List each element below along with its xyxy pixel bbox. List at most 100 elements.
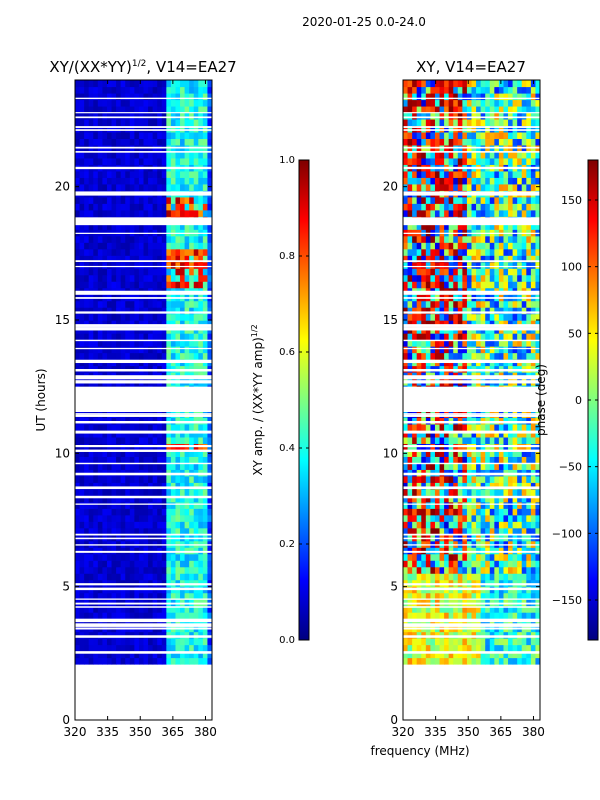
amplitude-cell <box>207 242 212 250</box>
amplitude-cell <box>138 352 145 360</box>
amplitude-cell <box>198 157 204 165</box>
phase-cell <box>494 352 500 360</box>
amplitude-cell <box>198 365 204 373</box>
amplitude-cell <box>88 248 94 256</box>
amplitude-cell <box>138 183 145 191</box>
amplitude-cell <box>111 644 117 652</box>
amplitude-cell <box>207 456 212 464</box>
phase-cell <box>530 313 537 321</box>
amplitude-cell <box>116 112 122 120</box>
amplitude-cell <box>198 436 204 444</box>
amplitude-cell <box>106 527 113 535</box>
amplitude-flagged-row <box>75 222 212 226</box>
phase-cell <box>508 501 514 509</box>
phase-cell <box>494 521 500 529</box>
amplitude-cell <box>184 99 190 107</box>
phase-cell <box>512 365 518 373</box>
phase-cell <box>466 475 473 483</box>
phase-cell <box>453 475 459 483</box>
phase-cell <box>403 423 409 431</box>
amplitude-cell <box>184 495 190 503</box>
amplitude-cell <box>198 86 204 94</box>
phase-cell <box>416 430 422 438</box>
amplitude-cell <box>116 352 122 360</box>
amplitude-cell <box>157 80 163 88</box>
phase-cell <box>444 456 450 464</box>
amplitude-cell <box>97 566 103 574</box>
phase-cell <box>480 527 486 535</box>
phase-cell <box>512 333 518 341</box>
amplitude-cell <box>202 313 209 321</box>
amplitude-cell <box>102 170 108 178</box>
amplitude-cell <box>161 605 167 613</box>
amplitude-cell <box>138 196 145 204</box>
amplitude-cell <box>97 462 103 470</box>
phase-cell <box>512 222 518 230</box>
amplitude-cell <box>202 612 209 620</box>
amplitude-cell <box>143 657 149 665</box>
phase-cell <box>444 605 450 613</box>
phase-cell <box>439 436 445 444</box>
amplitude-cell <box>189 235 195 243</box>
amplitude-cell <box>202 501 209 509</box>
phase-cell <box>425 274 431 282</box>
phase-cell <box>412 547 418 555</box>
amplitude-cell <box>93 203 99 211</box>
phase-cell <box>416 346 422 354</box>
amplitude-cell <box>189 177 195 185</box>
phase-cell <box>425 553 431 561</box>
phase-cell <box>471 313 477 321</box>
phase-cell <box>471 514 477 522</box>
phase-cell <box>526 365 532 373</box>
phase-cell <box>430 196 436 204</box>
phase-cell <box>508 495 514 503</box>
amplitude-cell <box>93 566 99 574</box>
phase-cell <box>535 222 540 230</box>
phase-cell <box>407 203 413 211</box>
phase-cell <box>403 281 409 289</box>
amplitude-cell <box>207 436 212 444</box>
amplitude-cell <box>143 475 149 483</box>
phase-cell <box>480 566 486 574</box>
phase-cell <box>444 547 450 555</box>
phase-cell <box>425 527 431 535</box>
amplitude-cell <box>207 333 212 341</box>
amplitude-cell <box>79 547 85 555</box>
phase-cell <box>407 242 413 250</box>
amplitude-cell <box>180 138 186 146</box>
phase-cell <box>508 456 514 464</box>
amplitude-cell <box>175 261 181 269</box>
phase-cell <box>480 612 486 620</box>
phase-cell <box>480 495 486 503</box>
phase-cell <box>444 320 450 328</box>
amplitude-cell <box>125 430 131 438</box>
amplitude-cell <box>102 553 108 561</box>
amplitude-cell <box>138 131 145 139</box>
amplitude-cell <box>125 514 131 522</box>
phase-cell <box>530 495 537 503</box>
phase-cell <box>480 618 486 626</box>
phase-cell <box>466 449 473 457</box>
amplitude-cell <box>120 488 126 496</box>
phase-cell <box>462 657 468 665</box>
amplitude-cell <box>143 131 149 139</box>
amplitude-cell <box>79 365 85 373</box>
amplitude-cell <box>79 170 85 178</box>
amplitude-cell <box>198 352 204 360</box>
amplitude-cell <box>161 566 167 574</box>
amplitude-cell <box>175 183 181 191</box>
amplitude-cell <box>193 365 199 373</box>
phase-cell <box>434 417 441 425</box>
amplitude-cell <box>198 482 204 490</box>
amplitude-cell <box>120 456 126 464</box>
phase-cell <box>476 203 482 211</box>
amplitude-cell <box>75 281 81 289</box>
phase-cell <box>403 274 409 282</box>
amplitude-cell <box>152 183 158 191</box>
amplitude-cell <box>125 248 131 256</box>
phase-cell <box>466 274 473 282</box>
amplitude-cell <box>170 449 177 457</box>
amplitude-cell <box>157 151 163 159</box>
amplitude-cell <box>84 320 90 328</box>
phase-cell <box>430 222 436 230</box>
